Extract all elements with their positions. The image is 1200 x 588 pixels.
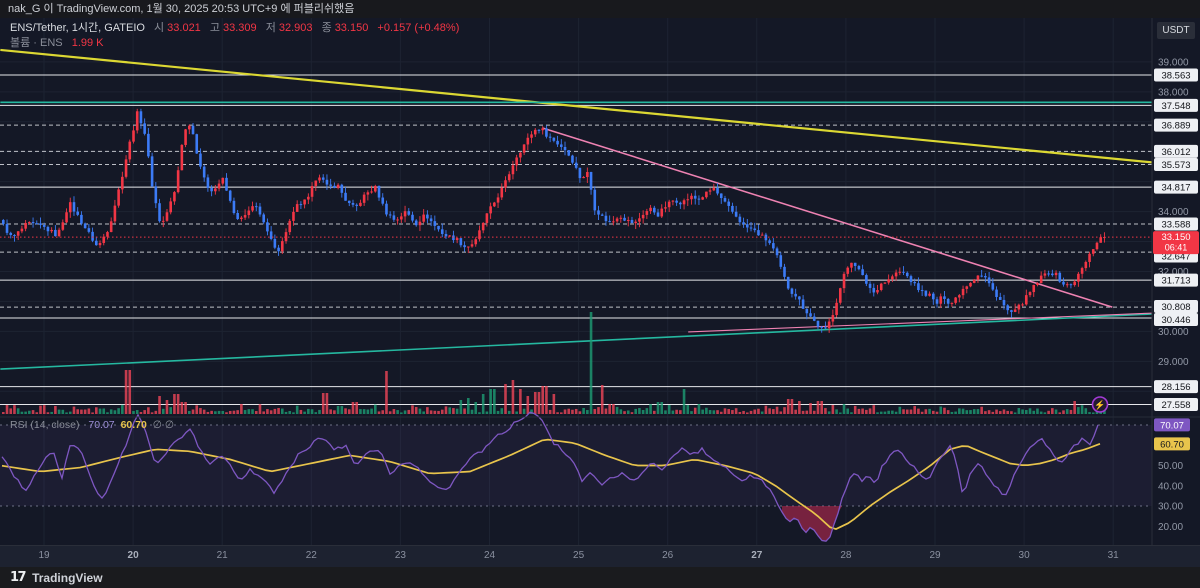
price-level-label: 34.817 [1154,180,1198,194]
price-level-label: 38.563 [1154,68,1198,82]
svg-text:⚡: ⚡ [1094,399,1105,411]
price-scale[interactable]: 39.000 38.000 34.000 32.000 30.000 29.000 50.0… [1153,57,1199,533]
svg-text:30.446: 30.446 [1161,315,1190,326]
price-level-label: 35.573 [1154,158,1198,172]
svg-text:38.563: 38.563 [1161,71,1190,82]
trendlines [0,48,1159,370]
svg-text:06:41: 06:41 [1165,243,1188,253]
low-value: 32.903 [278,22,313,34]
high-value: 33.309 [223,22,257,34]
high-label: 고 [209,22,220,34]
symbol-legend-row-ohlc: ENS/Tether, 1시간, GATEIO 시 33.021 고 33.309 … [10,22,459,35]
rsi-line [1,411,1099,542]
alert-lightning-icon[interactable]: ⚡ [1091,396,1109,413]
time-axis-label: 29 [929,550,941,561]
price-level-label: 28.156 [1154,380,1198,394]
time-axis-label: 26 [662,550,674,561]
time-axis[interactable]: 19 20 21 22 23 24 25 26 27 28 29 30 31 [0,545,1200,567]
svg-text:37.548: 37.548 [1161,101,1190,112]
price-level-label: 30.808 [1154,300,1198,313]
volume-legend-row: 볼륨 · ENS 1.99 K [10,37,459,50]
price-level-label: 30.446 [1154,313,1198,326]
rsi-title[interactable]: RSI (14, close) [10,419,80,431]
volume-value: 1.99 K [71,37,104,49]
low-label: 저 [265,22,276,34]
svg-text:33.588: 33.588 [1161,219,1190,230]
rsi-ma-line [1,438,1101,530]
ascending-teal-support[interactable] [0,313,1152,370]
svg-text:32.000: 32.000 [1158,267,1189,278]
currency-toggle-button[interactable]: USDT [1157,22,1195,39]
rsi-ma-value-label: 60.70 [1154,437,1190,451]
rsi-value: 70.07 [88,419,115,431]
time-axis-label: 24 [483,550,496,561]
price-level-label: 31.713 [1154,273,1198,287]
svg-text:28.156: 28.156 [1161,382,1190,393]
symbol-legend[interactable]: ENS/Tether, 1시간, GATEIO 시 33.021 고 33.309 … [10,22,459,52]
time-axis-label: 19 [38,550,50,561]
volume-label[interactable]: 볼륨 · ENS [10,37,63,49]
close-label: 종 [321,22,332,34]
time-axis-label: 27 [751,550,763,561]
rsi-legend[interactable]: RSI (14, close) 70.07 60.70 ∅ ∅ [10,419,174,431]
tradingview-brand[interactable]: TradingView [32,570,103,585]
time-axis-label: 30 [1018,550,1030,561]
rsi-pane [0,411,1152,542]
tradingview-logo-icon[interactable]: 17 [10,570,27,585]
svg-text:35.573: 35.573 [1161,160,1190,171]
svg-text:36.012: 36.012 [1161,147,1190,158]
descending-pink-resistance[interactable] [542,127,1113,308]
plot-area [0,18,1159,545]
volume-bars [2,312,1106,414]
time-axis-label: 25 [573,550,585,561]
svg-text:33.150: 33.150 [1161,232,1190,243]
open-value: 33.021 [167,22,201,34]
rsi-oversold-fill [782,506,842,542]
price-level-label: 37.548 [1154,98,1198,112]
change-value: +0.157 (+0.48%) [377,22,460,34]
svg-text:30.808: 30.808 [1161,302,1190,313]
symbol-title[interactable]: ENS/Tether, 1시간, GATEIO [10,22,145,34]
rsi-empty-values: ∅ ∅ [152,419,174,431]
svg-text:36.889: 36.889 [1161,121,1190,132]
open-label: 시 [154,22,165,34]
svg-text:34.817: 34.817 [1161,183,1190,194]
svg-text:40.00: 40.00 [1158,481,1183,492]
published-header-bar: nak_G 이 TradingView.com, 1월 30, 2025 20:… [0,0,1200,18]
svg-text:32.647: 32.647 [1161,252,1190,263]
price-level-label: 27.558 [1154,397,1198,411]
time-axis-label: 21 [216,550,228,561]
time-axis-label: 23 [394,550,406,561]
svg-text:70.07: 70.07 [1160,420,1184,431]
svg-text:39.000: 39.000 [1158,57,1189,68]
footer-bar: 17 TradingView [0,567,1200,588]
candles-layer [2,108,1106,333]
time-axis-label: 28 [840,550,852,561]
svg-text:30.00: 30.00 [1158,502,1183,513]
svg-text:20.00: 20.00 [1158,522,1183,533]
svg-text:34.000: 34.000 [1158,207,1189,218]
svg-text:29.000: 29.000 [1158,357,1189,368]
close-value: 33.150 [334,22,369,34]
svg-text:30.000: 30.000 [1158,327,1189,338]
svg-text:38.000: 38.000 [1158,87,1189,98]
minor-pink-support[interactable] [688,312,1152,333]
descending-yellow[interactable] [0,48,1159,164]
time-axis-label: 20 [127,550,139,561]
rsi-ma-value: 60.70 [120,419,147,431]
price-level-label: 33.588 [1154,217,1198,231]
rsi-value-label: 70.07 [1154,418,1190,432]
svg-text:31.713: 31.713 [1161,276,1190,287]
price-level-label: 36.012 [1154,144,1198,158]
svg-text:27.558: 27.558 [1161,400,1190,411]
published-header-text: nak_G 이 TradingView.com, 1월 30, 2025 20:… [8,3,355,15]
svg-text:50.00: 50.00 [1158,461,1183,472]
time-axis-label: 31 [1107,550,1119,561]
price-level-label: 36.889 [1154,118,1198,132]
time-axis-label: 22 [305,550,317,561]
svg-text:60.70: 60.70 [1160,439,1184,450]
